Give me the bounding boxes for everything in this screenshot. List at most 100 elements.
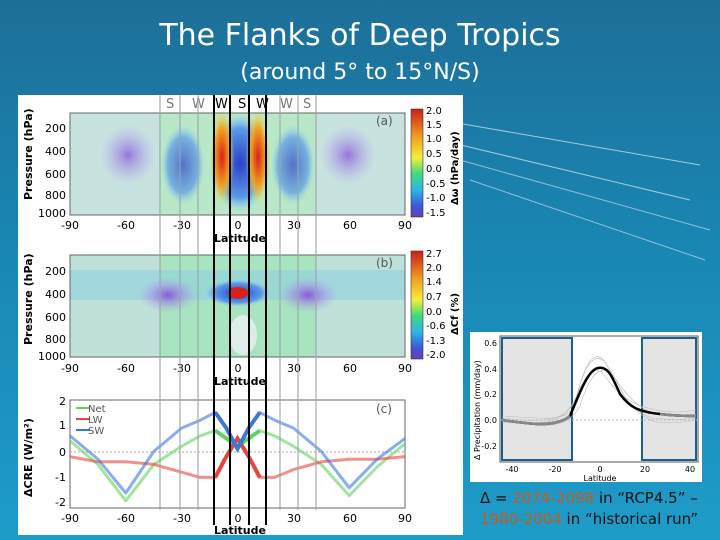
y-tick: 1 bbox=[59, 419, 66, 432]
x-tick: -60 bbox=[117, 362, 135, 375]
y-tick: 800 bbox=[45, 333, 66, 346]
panel-tag: (c) bbox=[376, 402, 392, 416]
inset-x-tick: 0 bbox=[597, 465, 602, 474]
panel-a: (a) Pressure (hPa) 200 400 600 800 1000 … bbox=[22, 106, 461, 245]
season-label: S bbox=[166, 97, 174, 112]
cbar-label: Δω (hPa/day) bbox=[450, 131, 461, 205]
caption: Δ = 2074-2098 in “RCP4.5” – 1980-2004 in… bbox=[480, 488, 698, 530]
y-axis-label: ΔCRE (W/m²) bbox=[22, 418, 35, 497]
x-tick: -90 bbox=[61, 219, 79, 232]
inset-x-tick: 40 bbox=[685, 465, 695, 474]
cbar-tick: 1.4 bbox=[426, 277, 442, 288]
deep-tropics-flank-boxes bbox=[213, 95, 267, 525]
cbar-tick: 1.5 bbox=[426, 120, 442, 131]
cbar-label: ΔCf (%) bbox=[450, 293, 461, 335]
y-tick: 2 bbox=[59, 395, 66, 408]
main-figure: S W W S W W S (a) Pressure (hPa) 200 400… bbox=[18, 95, 463, 535]
caption-mid2: in “historical run” bbox=[561, 510, 699, 528]
cbar-tick: 2.0 bbox=[426, 263, 442, 274]
latitude-band-lines bbox=[159, 95, 317, 510]
y-tick: 1000 bbox=[38, 350, 66, 363]
x-tick: 60 bbox=[343, 512, 357, 525]
inset-y-tick: -0.2 bbox=[481, 442, 497, 451]
cbar-tick: -1.0 bbox=[426, 193, 446, 204]
panel-b: (b) Pressure (hPa) 200 400 600 800 1000 … bbox=[22, 249, 461, 388]
slide-title: The Flanks of Deep Tropics bbox=[159, 18, 561, 53]
cbar-tick: 2.7 bbox=[426, 249, 442, 260]
y-axis-label: Pressure (hPa) bbox=[22, 253, 35, 345]
x-axis-label: Latitude bbox=[214, 524, 266, 535]
y-tick: 200 bbox=[45, 265, 66, 278]
cbar-tick: -1.3 bbox=[426, 336, 446, 347]
inset-y-tick: 0.6 bbox=[484, 339, 497, 348]
cbar-tick: 2.0 bbox=[426, 106, 442, 117]
y-tick: 600 bbox=[45, 311, 66, 324]
y-tick: 400 bbox=[45, 288, 66, 301]
inset-x-tick: 20 bbox=[640, 465, 650, 474]
legend-sw: SW bbox=[88, 426, 104, 437]
season-label: S bbox=[238, 97, 246, 112]
legend-lw: LW bbox=[88, 415, 103, 426]
caption-delta: Δ = bbox=[480, 489, 513, 507]
cbar-tick: -1.5 bbox=[426, 208, 446, 219]
season-label: W bbox=[280, 97, 293, 112]
legend-net: Net bbox=[88, 404, 106, 415]
y-tick: 0 bbox=[59, 446, 66, 459]
x-tick: -60 bbox=[117, 512, 135, 525]
inset-x-tick: -40 bbox=[505, 465, 518, 474]
x-tick: 30 bbox=[287, 512, 301, 525]
inset-y-tick: 0.0 bbox=[484, 416, 497, 425]
x-tick: 60 bbox=[343, 219, 357, 232]
x-tick: -30 bbox=[173, 512, 191, 525]
inset-y-label: Δ Precipitation (mm/day) bbox=[473, 360, 482, 460]
inset-x-tick: -20 bbox=[548, 465, 561, 474]
y-tick: 1000 bbox=[38, 207, 66, 220]
x-tick: 90 bbox=[398, 512, 412, 525]
y-tick: 800 bbox=[45, 189, 66, 202]
cbar-tick: -0.5 bbox=[426, 179, 446, 190]
south-flank-box bbox=[501, 337, 573, 461]
x-tick: 0 bbox=[235, 362, 242, 375]
y-tick: -2 bbox=[55, 496, 66, 509]
x-tick: -90 bbox=[61, 512, 79, 525]
cbar-tick: 0.0 bbox=[426, 164, 442, 175]
x-tick: -60 bbox=[117, 219, 135, 232]
north-flank-box bbox=[641, 337, 697, 461]
caption-hist-period: 1980-2004 bbox=[480, 510, 562, 528]
y-axis-label: Pressure (hPa) bbox=[22, 108, 35, 200]
x-tick: -30 bbox=[173, 362, 191, 375]
y-tick: 200 bbox=[45, 122, 66, 135]
y-tick: 400 bbox=[45, 145, 66, 158]
x-tick: -90 bbox=[61, 362, 79, 375]
cbar-tick: 0.7 bbox=[426, 292, 442, 303]
cbar-tick: 1.0 bbox=[426, 134, 442, 145]
season-label: S bbox=[303, 97, 311, 112]
inset-y-tick: 0.4 bbox=[484, 365, 497, 374]
precip-inset: Δ Precipitation (mm/day) 0.6 0.4 0.2 0.0… bbox=[470, 332, 702, 482]
x-tick: 0 bbox=[235, 512, 242, 525]
cbar-tick: -0.6 bbox=[426, 321, 446, 332]
y-tick: -1 bbox=[55, 471, 66, 484]
x-axis-label: Latitude bbox=[214, 232, 266, 245]
inset-y-tick: 0.2 bbox=[484, 390, 497, 399]
colorbar bbox=[410, 250, 424, 360]
inset-x-label: Latitude bbox=[584, 474, 617, 482]
cbar-tick: 0.0 bbox=[426, 307, 442, 318]
x-tick: 90 bbox=[398, 362, 412, 375]
x-tick: 60 bbox=[343, 362, 357, 375]
panel-tag: (a) bbox=[376, 114, 393, 128]
caption-future-period: 2074-2098 bbox=[512, 489, 595, 507]
panel-c: (c) ΔCRE (W/m²) 2 1 0 -1 -2 -90 -60 -30 … bbox=[22, 395, 412, 535]
cre-series-sw-tropics bbox=[213, 411, 262, 454]
cbar-tick: 0.5 bbox=[426, 149, 442, 160]
x-tick: 0 bbox=[235, 219, 242, 232]
caption-mid1: in “RCP4.5” – bbox=[594, 489, 698, 507]
cre-series-lw-tropics bbox=[213, 434, 262, 479]
season-label: W bbox=[215, 97, 228, 112]
colorbar bbox=[410, 108, 424, 218]
slide-subtitle: (around 5° to 15°N/S) bbox=[240, 60, 480, 85]
cbar-tick: -2.0 bbox=[426, 350, 446, 361]
x-tick: 90 bbox=[398, 219, 412, 232]
y-tick: 600 bbox=[45, 168, 66, 181]
